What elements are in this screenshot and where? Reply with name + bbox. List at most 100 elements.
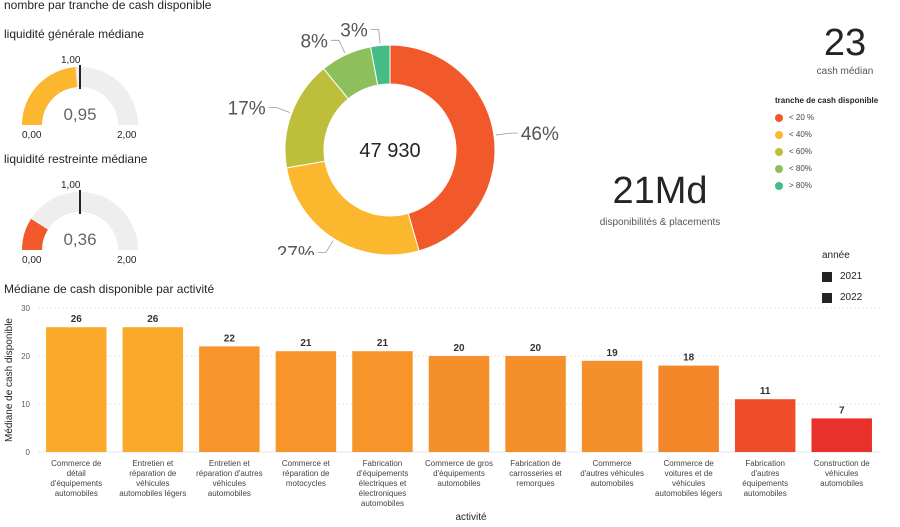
bar[interactable]: [581, 360, 643, 452]
donut-leader-line: [268, 107, 290, 113]
bar[interactable]: [658, 365, 719, 452]
gauge-general-max: 2,00: [117, 130, 137, 141]
bar-chart: Médiane de cash disponible 0 10 20 30 26 Comme…: [4, 304, 880, 523]
bar-value-label: 21: [377, 338, 389, 349]
bar[interactable]: [275, 351, 337, 452]
gauge-restreinte-title: liquidité restreinte médiane: [4, 152, 148, 166]
bar-category-label: Commerce de voitures et de véhicules automo…: [655, 459, 722, 498]
year-option-2022[interactable]: 2022: [822, 292, 862, 303]
year-option-2021[interactable]: 2021: [822, 271, 862, 282]
donut-slice[interactable]: [389, 44, 496, 252]
bar-category-label: Commerce de détail d'équipements automobile…: [50, 459, 102, 498]
legend-item[interactable]: < 80%: [775, 164, 878, 173]
bar-chart-title: Médiane de cash disponible par activité: [4, 282, 215, 296]
bar[interactable]: [122, 327, 184, 452]
legend-item-label: > 80%: [789, 181, 812, 190]
gauge-general-fill: [22, 67, 78, 125]
bar-chart-y-tick-label: 0: [26, 448, 31, 457]
legend-item-label: < 40%: [789, 130, 812, 139]
page-title: nombre par tranche de cash disponible: [4, 0, 212, 12]
gauge-restreinte-min: 0,00: [22, 255, 42, 266]
legend-item[interactable]: < 20 %: [775, 113, 878, 122]
bar-chart-y-tick-label: 20: [21, 352, 30, 361]
donut-leader-line: [370, 29, 381, 44]
bar[interactable]: [505, 356, 566, 452]
donut-slice-label: 3%: [340, 21, 368, 42]
kpi-dispo-label: disponibilités & placements: [599, 217, 721, 228]
bar-value-label: 21: [300, 338, 312, 349]
donut-slice-label: 8%: [300, 31, 328, 52]
legend-color-dot-icon: [775, 181, 783, 190]
donut-leader-line: [317, 240, 334, 253]
gauge-restreinte-fill: [22, 218, 48, 250]
bar-category-label: Commerce d'autres véhicules automobiles: [580, 459, 644, 488]
gauge-general-min: 0,00: [22, 130, 42, 141]
bar-chart-x-axis-title: activité: [455, 512, 487, 523]
donut-slice-label: 46%: [521, 124, 559, 145]
bar[interactable]: [428, 356, 490, 452]
bar-category-label: Fabrication d'autres équipements automobile…: [742, 459, 788, 498]
gauge-restreinte-background: [22, 191, 138, 250]
year-option-label: 2022: [840, 292, 863, 303]
bar-value-label: 20: [453, 343, 465, 354]
legend-item-label: < 80%: [789, 164, 812, 173]
donut-slice[interactable]: [285, 160, 420, 255]
bar-category-label: Commerce et réparation de motocycles: [282, 459, 331, 488]
legend-title: tranche de cash disponible: [775, 96, 879, 105]
bar-category-label: Entretien et réparation d'autres véhicules…: [196, 459, 262, 498]
gauge-restreinte-target: 1,00: [61, 180, 81, 191]
bar-value-label: 11: [760, 386, 771, 397]
donut-chart: 46% 27% 17% 8% 3% 47 930: [228, 21, 559, 255]
donut-slice-label: 17%: [228, 99, 266, 120]
checkbox-icon[interactable]: [822, 271, 832, 282]
bar-category-label: Entretien et réparation de véhicules automo…: [119, 459, 186, 498]
bar[interactable]: [734, 399, 796, 452]
gauge-general-title: liquidité générale médiane: [4, 27, 145, 41]
bar-value-label: 20: [530, 343, 542, 354]
bar-category-label: Fabrication d'équipements électriques et él…: [357, 459, 409, 508]
bar-category-label: Commerce de gros d'équipements automobiles: [425, 459, 493, 488]
checkbox-icon[interactable]: [822, 292, 832, 303]
gauge-restreinte-value: 0,36: [63, 230, 97, 249]
bar-chart-y-tick-label: 10: [21, 400, 30, 409]
legend-color-dot-icon: [775, 164, 783, 173]
gauge-general: [22, 65, 138, 125]
kpi-cash-label: cash médian: [816, 66, 874, 77]
donut-leader-line: [495, 132, 518, 136]
legend-color-dot-icon: [775, 113, 783, 122]
bar-value-label: 26: [71, 314, 83, 325]
bar-category-label: Construction de véhicules automobiles: [814, 459, 871, 488]
legend: tranche de cash disponible < 20 % < 40% < …: [775, 96, 878, 190]
bar-value-label: 7: [839, 405, 845, 416]
bar-chart-y-axis-title: Médiane de cash disponible: [4, 318, 15, 442]
bar-value-label: 19: [607, 348, 619, 359]
gauge-restreinte-max: 2,00: [117, 255, 137, 266]
donut-slice-label: 27%: [277, 244, 315, 255]
bar-chart-y-tick-label: 30: [21, 304, 30, 313]
gauge-restreinte: [22, 190, 138, 250]
year-filter: année 2021 2022: [822, 250, 862, 303]
donut-leader-line: [330, 39, 346, 54]
kpi-cash-value: 23: [823, 22, 867, 64]
legend-item-label: < 20 %: [789, 113, 815, 122]
legend-item[interactable]: < 40%: [775, 130, 878, 139]
donut-slice[interactable]: [369, 44, 391, 86]
donut-center-total: 47 930: [359, 140, 420, 162]
bar-value-label: 26: [147, 314, 159, 325]
legend-item-label: < 60%: [789, 147, 812, 156]
bar[interactable]: [352, 351, 413, 452]
legend-item[interactable]: < 60%: [775, 147, 878, 156]
legend-color-dot-icon: [775, 147, 783, 156]
bar[interactable]: [46, 327, 107, 452]
bar-value-label: 22: [224, 333, 236, 344]
bar[interactable]: [199, 346, 260, 452]
legend-item[interactable]: > 80%: [775, 181, 878, 190]
year-option-label: 2021: [840, 271, 863, 282]
gauge-general-target: 1,00: [61, 55, 81, 66]
year-filter-title: année: [822, 250, 850, 261]
bar[interactable]: [811, 418, 872, 452]
legend-color-dot-icon: [775, 130, 783, 139]
gauge-general-value: 0,95: [63, 105, 97, 124]
bar-category-label: Fabrication de carrosseries et remorques: [509, 459, 562, 488]
kpi-dispo-value: 21Md: [612, 170, 708, 212]
